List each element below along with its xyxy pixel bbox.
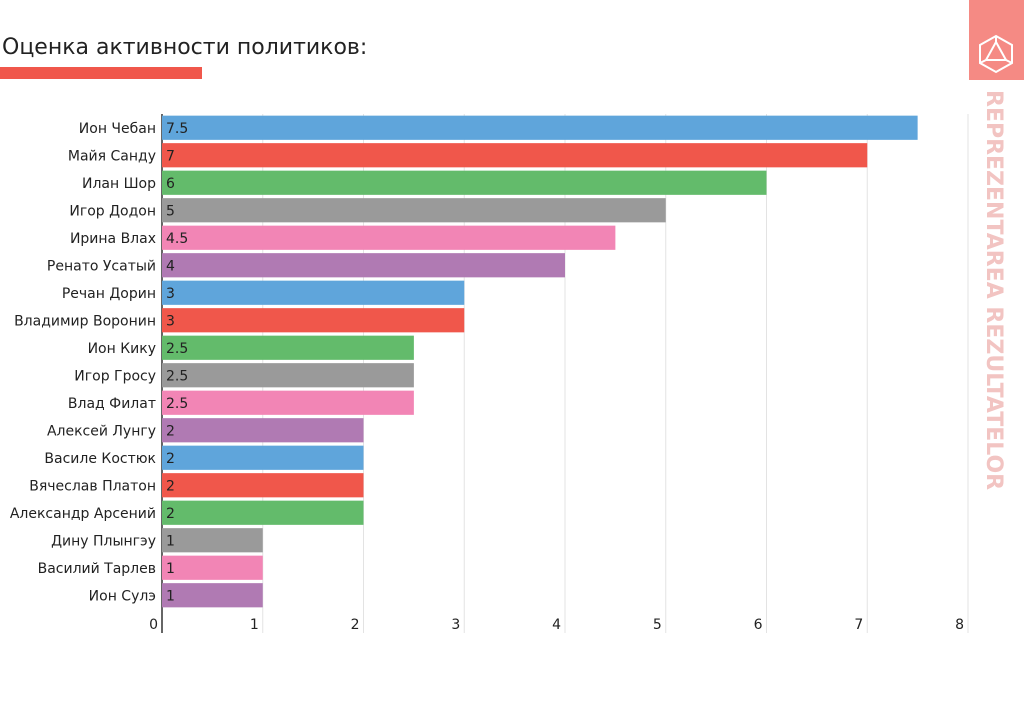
bar bbox=[162, 528, 263, 553]
y-tick-label: Василе Костюк bbox=[44, 451, 156, 467]
x-tick-label: 4 bbox=[552, 617, 561, 633]
y-tick-label: Игор Гросу bbox=[74, 368, 156, 384]
chart-title: Оценка активности политиков: bbox=[2, 35, 367, 60]
value-label: 2 bbox=[166, 478, 175, 494]
bar bbox=[162, 280, 465, 305]
y-tick-label: Илан Шор bbox=[82, 176, 156, 192]
bar bbox=[162, 473, 364, 498]
bar bbox=[162, 225, 616, 250]
value-label: 4 bbox=[166, 258, 175, 274]
x-tick-label: 2 bbox=[351, 617, 360, 633]
y-tick-label: Владимир Воронин bbox=[14, 313, 156, 329]
value-label: 3 bbox=[166, 313, 175, 329]
value-label: 2 bbox=[166, 423, 175, 439]
bar bbox=[162, 335, 414, 360]
value-label: 1 bbox=[166, 533, 175, 549]
value-label: 7 bbox=[166, 148, 175, 164]
value-label: 1 bbox=[166, 588, 175, 604]
bar bbox=[162, 555, 263, 580]
x-tick-label: 6 bbox=[754, 617, 763, 633]
bar bbox=[162, 363, 414, 388]
value-label: 2 bbox=[166, 451, 175, 467]
y-tick-label: Ион Чебан bbox=[79, 121, 156, 137]
bar bbox=[162, 418, 364, 443]
y-tick-label: Дину Плынгэу bbox=[51, 533, 156, 549]
bar bbox=[162, 583, 263, 608]
value-label: 5 bbox=[166, 203, 175, 219]
y-tick-label: Ренато Усатый bbox=[47, 258, 156, 274]
value-label: 2 bbox=[166, 506, 175, 522]
bar bbox=[162, 198, 666, 223]
y-tick-label: Влад Филат bbox=[68, 396, 156, 412]
bar bbox=[162, 253, 565, 278]
bar bbox=[162, 143, 868, 168]
y-tick-label: Речан Дорин bbox=[62, 286, 156, 302]
logo-icon bbox=[979, 34, 1013, 74]
bar bbox=[162, 390, 414, 415]
bar bbox=[162, 115, 918, 140]
y-tick-label: Майя Санду bbox=[68, 148, 156, 164]
value-label: 3 bbox=[166, 286, 175, 302]
value-label: 6 bbox=[166, 176, 175, 192]
y-tick-label: Ион Кику bbox=[88, 341, 156, 357]
y-tick-label: Алексей Лунгу bbox=[47, 423, 156, 439]
y-tick-label: Вячеслав Платон bbox=[29, 478, 156, 494]
x-tick-label: 0 bbox=[149, 617, 158, 633]
value-label: 2.5 bbox=[166, 341, 188, 357]
title-underline bbox=[0, 67, 202, 79]
x-tick-label: 3 bbox=[451, 617, 460, 633]
y-tick-label: Игор Додон bbox=[69, 203, 156, 219]
y-tick-label: Ион Сулэ bbox=[89, 588, 156, 604]
bar bbox=[162, 170, 767, 195]
y-tick-label: Ирина Влах bbox=[70, 231, 156, 247]
value-label: 4.5 bbox=[166, 231, 188, 247]
bar bbox=[162, 500, 364, 525]
x-tick-label: 8 bbox=[955, 617, 964, 633]
bar bbox=[162, 445, 364, 470]
value-label: 2.5 bbox=[166, 368, 188, 384]
x-tick-label: 1 bbox=[250, 617, 259, 633]
x-tick-label: 7 bbox=[854, 617, 863, 633]
x-tick-label: 5 bbox=[653, 617, 662, 633]
y-tick-label: Александр Арсений bbox=[10, 506, 156, 522]
bar bbox=[162, 308, 465, 333]
value-label: 1 bbox=[166, 561, 175, 577]
y-tick-label: Василий Тарлев bbox=[38, 561, 156, 577]
value-label: 7.5 bbox=[166, 121, 188, 137]
side-text: REPREZENTAREA REZULTATELOR bbox=[981, 90, 1006, 490]
value-label: 2.5 bbox=[166, 396, 188, 412]
